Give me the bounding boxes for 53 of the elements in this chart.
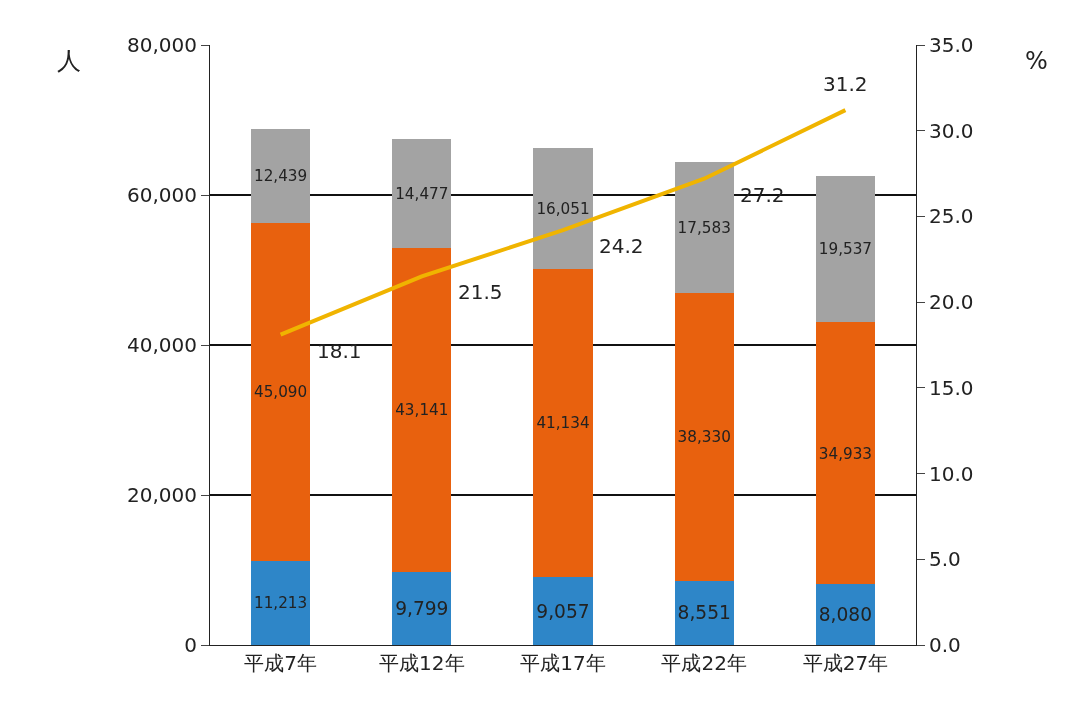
data-label: 43,141 bbox=[395, 401, 449, 420]
y2-axis-title: % bbox=[1025, 47, 1048, 75]
data-label: 8,551 bbox=[677, 602, 731, 624]
data-label: 21.5 bbox=[458, 280, 503, 304]
y-tick-label: 20,000 bbox=[127, 483, 197, 507]
y2-tick-label: 10.0 bbox=[929, 461, 974, 486]
data-label: 14,477 bbox=[395, 184, 449, 203]
data-label: 17,583 bbox=[677, 218, 731, 237]
data-label: 24.2 bbox=[599, 234, 644, 258]
y2-tick-label: 20.0 bbox=[929, 290, 974, 315]
y2-tick-label: 0.0 bbox=[929, 633, 961, 657]
x-tick-label: 平成17年 bbox=[520, 651, 606, 675]
y-tick-label: 60,000 bbox=[127, 183, 197, 207]
data-label: 9,057 bbox=[536, 600, 590, 622]
x-tick-label: 平成27年 bbox=[802, 651, 889, 675]
bar bbox=[674, 580, 734, 645]
x-tick-label: 平成12年 bbox=[379, 651, 465, 675]
x-tick-label: 平成22年 bbox=[661, 651, 747, 675]
data-label: 11,213 bbox=[253, 594, 308, 613]
data-label: 41,134 bbox=[536, 414, 590, 433]
bar bbox=[392, 247, 452, 572]
bar bbox=[250, 222, 311, 561]
bar bbox=[533, 148, 593, 269]
bar bbox=[674, 161, 734, 294]
data-label: 16,051 bbox=[536, 199, 590, 218]
bar bbox=[392, 571, 452, 645]
y2-tick-label: 25.0 bbox=[929, 204, 974, 229]
bar bbox=[250, 129, 311, 223]
bar bbox=[392, 139, 452, 248]
y-axis-title: 人 bbox=[57, 47, 81, 75]
bar bbox=[674, 293, 734, 581]
bar bbox=[815, 175, 876, 323]
y2-tick-label: 35.0 bbox=[929, 33, 974, 57]
y-tick-label: 0 bbox=[184, 633, 197, 657]
bar bbox=[533, 268, 593, 578]
data-label: 31.2 bbox=[823, 72, 868, 96]
x-tick-label: 平成7年 bbox=[244, 651, 317, 675]
bar bbox=[250, 560, 311, 645]
y2-tick-label: 15.0 bbox=[929, 375, 974, 400]
data-label: 19,537 bbox=[818, 240, 873, 259]
data-label: 18.1 bbox=[317, 339, 362, 363]
y-tick-label: 80,000 bbox=[127, 33, 197, 57]
data-label: 12,439 bbox=[253, 167, 308, 186]
bar bbox=[533, 577, 593, 645]
data-label: 45,090 bbox=[253, 383, 308, 402]
data-label: 8,080 bbox=[818, 604, 873, 626]
data-label: 38,330 bbox=[677, 428, 731, 447]
data-label: 9,799 bbox=[395, 597, 449, 619]
y2-tick-label: 30.0 bbox=[929, 118, 974, 143]
bar bbox=[815, 322, 876, 585]
y-tick-label: 40,000 bbox=[127, 333, 197, 357]
y2-tick-label: 5.0 bbox=[929, 547, 961, 572]
data-label: 34,933 bbox=[818, 444, 873, 463]
